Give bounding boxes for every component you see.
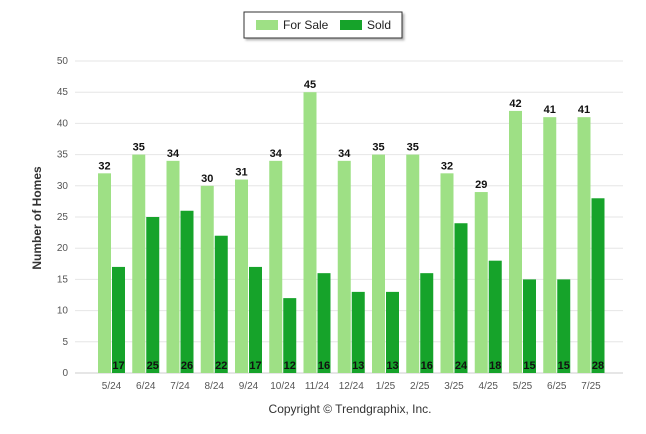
value-label-sold: 26 (181, 360, 193, 372)
x-tick-label: 7/25 (581, 381, 601, 392)
bar-sold (283, 298, 297, 373)
x-tick-label: 8/24 (205, 381, 225, 392)
x-tick-label: 6/25 (547, 381, 567, 392)
x-tick-label: 4/25 (479, 381, 499, 392)
x-tick-label: 5/24 (102, 381, 122, 392)
x-tick-label: 11/24 (305, 381, 330, 392)
value-label-for-sale: 41 (578, 104, 590, 116)
x-tick-label: 9/24 (239, 381, 259, 392)
bar-sold (523, 279, 536, 373)
y-tick-label: 25 (57, 212, 69, 223)
value-label-for-sale: 34 (338, 148, 351, 160)
value-label-sold: 15 (558, 360, 570, 372)
bar-sold (386, 291, 399, 373)
value-label-for-sale: 35 (133, 142, 145, 154)
bar-for-sale (440, 173, 454, 373)
y-tick-label: 10 (57, 306, 69, 317)
y-tick-label: 20 (57, 243, 69, 254)
value-label-for-sale: 30 (201, 173, 213, 185)
value-label-sold: 15 (523, 360, 535, 372)
x-axis-ticks: 5/24 6/24 7/24 8/24 9/24 10/24 11/24 12/24 1/25 2… (102, 381, 601, 392)
bar-for-sale (269, 160, 283, 373)
x-tick-label: 5/25 (513, 381, 533, 392)
bar-for-sale (303, 92, 317, 373)
y-axis-label: Number of Homes (30, 166, 44, 270)
bar-for-sale (132, 154, 146, 373)
bar-sold (488, 260, 502, 373)
bar-sold (112, 266, 125, 373)
value-label-sold: 18 (489, 360, 501, 372)
value-label-for-sale: 32 (98, 160, 110, 172)
value-label-for-sale: 42 (509, 98, 521, 110)
value-label-for-sale: 45 (304, 79, 316, 91)
value-label-for-sale: 34 (167, 148, 180, 160)
value-label-sold: 12 (284, 360, 296, 372)
y-tick-label: 40 (57, 118, 69, 129)
legend: For Sale Sold (243, 11, 403, 39)
value-label-for-sale: 41 (544, 104, 556, 116)
bar-for-sale (543, 117, 557, 373)
bar-for-sale (509, 110, 522, 374)
value-label-sold: 13 (386, 360, 398, 372)
y-tick-label: 35 (57, 150, 69, 161)
value-label-sold: 16 (318, 360, 330, 372)
value-label-for-sale: 35 (372, 142, 384, 154)
bars (98, 92, 605, 374)
value-label-for-sale: 35 (407, 142, 419, 154)
value-label-sold: 17 (112, 360, 124, 372)
bar-sold (557, 279, 571, 373)
bar-sold (214, 235, 228, 373)
bar-sold (146, 217, 160, 373)
bar-for-sale (406, 154, 420, 373)
value-label-sold: 16 (421, 360, 433, 372)
bar-for-sale (337, 160, 351, 373)
legend-swatch-sold (340, 20, 362, 30)
bar-for-sale (474, 192, 488, 373)
y-tick-label: 15 (57, 274, 69, 285)
x-tick-label: 10/24 (270, 381, 295, 392)
value-label-sold: 22 (215, 360, 227, 372)
bar-sold (420, 273, 434, 373)
bar-for-sale (200, 185, 214, 373)
y-tick-label: 5 (62, 337, 68, 348)
value-label-sold: 28 (592, 360, 604, 372)
value-label-sold: 24 (455, 360, 468, 372)
bar-for-sale (577, 117, 591, 373)
value-label-sold: 17 (249, 360, 261, 372)
value-label-for-sale: 34 (270, 148, 283, 160)
bar-sold (351, 291, 365, 373)
y-tick-label: 0 (62, 368, 68, 379)
y-tick-label: 50 (57, 56, 69, 67)
legend-swatch-for-sale (256, 20, 278, 30)
bar-for-sale (98, 173, 111, 373)
value-label-for-sale: 32 (441, 160, 453, 172)
bar-for-sale (166, 160, 180, 373)
bar-sold (454, 223, 468, 373)
bar-sold (249, 266, 262, 373)
value-label-sold: 25 (147, 360, 159, 372)
x-tick-label: 2/25 (410, 381, 430, 392)
value-label-for-sale: 29 (475, 179, 487, 191)
value-label-for-sale: 31 (235, 167, 247, 179)
x-tick-label: 12/24 (339, 381, 364, 392)
bar-sold (591, 198, 605, 373)
bar-for-sale (235, 179, 248, 373)
x-tick-label: 3/25 (444, 381, 464, 392)
bar-sold (317, 273, 331, 373)
bar-for-sale (372, 154, 385, 373)
value-labels: 32 17 35 25 34 26 30 22 31 17 34 12 45 16 34 13 35 13 35 16… (98, 79, 604, 372)
legend-label-for-sale: For Sale (283, 18, 329, 32)
y-tick-label: 45 (57, 87, 69, 98)
x-tick-label: 6/24 (136, 381, 156, 392)
x-tick-label: 1/25 (376, 381, 396, 392)
copyright-credit: Copyright © Trendgraphix, Inc. (269, 402, 432, 416)
y-tick-label: 30 (57, 181, 69, 192)
x-tick-label: 7/24 (170, 381, 190, 392)
legend-label-sold: Sold (367, 18, 391, 32)
bar-sold (180, 210, 194, 373)
value-label-sold: 13 (352, 360, 364, 372)
y-axis-ticks: 0 5 10 15 20 25 30 35 40 45 50 (57, 56, 69, 379)
